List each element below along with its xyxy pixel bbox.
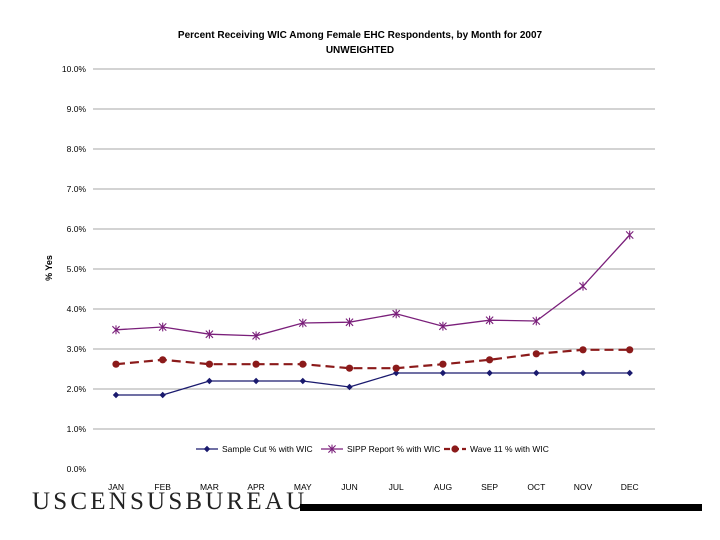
data-point [159, 391, 166, 399]
data-point [205, 329, 214, 339]
data-point [112, 325, 120, 335]
data-point [439, 360, 447, 368]
data-point [533, 369, 540, 377]
series-2 [112, 230, 634, 341]
legend-entry: SIPP Report % with WIC [321, 444, 440, 454]
y-tick-label: 5.0% [67, 264, 87, 274]
data-point [626, 369, 633, 377]
legend-entry: Wave 11 % with WIC [444, 444, 549, 454]
y-tick-label: 3.0% [67, 344, 87, 354]
data-point [579, 369, 587, 377]
x-tick-label: OCT [527, 482, 545, 492]
data-point [112, 391, 120, 399]
census-bureau-logo: USCENSUSBUREAU [32, 488, 308, 515]
data-point [345, 317, 354, 327]
data-point [298, 318, 307, 328]
legend-label: Sample Cut % with WIC [222, 444, 313, 454]
data-point [532, 350, 540, 358]
series-line [116, 372, 630, 396]
data-point [158, 322, 167, 332]
data-point [486, 369, 493, 377]
x-tick-label: DEC [621, 482, 639, 492]
y-tick-label: 7.0% [67, 184, 87, 194]
y-tick-label: 0.0% [67, 464, 87, 474]
x-tick-label: JUN [341, 482, 358, 492]
series-group [112, 230, 634, 399]
y-tick-label: 8.0% [67, 144, 87, 154]
data-point [252, 360, 260, 368]
data-point [112, 360, 120, 368]
chart-title: Percent Receiving WIC Among Female EHC R… [178, 30, 543, 41]
data-point [299, 360, 307, 368]
y-tick-label: 9.0% [67, 104, 87, 114]
data-point [299, 377, 306, 385]
x-tick-label: JAN [108, 482, 124, 492]
data-point [451, 445, 459, 453]
x-tick-label: SEP [481, 482, 498, 492]
data-point [159, 356, 167, 364]
y-tick-label: 6.0% [67, 224, 87, 234]
x-tick-label: JUL [389, 482, 404, 492]
y-axis-label: % Yes [44, 255, 54, 281]
data-point [328, 444, 336, 454]
data-point [485, 315, 494, 325]
y-tick-label: 1.0% [67, 424, 87, 434]
data-point [486, 356, 494, 364]
series-3 [112, 346, 634, 372]
x-tick-label: MAY [294, 482, 312, 492]
data-point [392, 364, 400, 372]
x-tick-labels: JAN FEB MAR APR MAY JUN JUL AUG SEP OCT NOV DEC [108, 482, 639, 492]
chart-subtitle: UNWEIGHTED [326, 45, 394, 56]
data-point [392, 309, 401, 319]
logo-rule [300, 504, 702, 511]
grid [93, 68, 655, 430]
y-tick-labels: 0.0% 1.0% 2.0% 3.0% 4.0% 5.0% 6.0% 7.0% 8.0% 9.0%… [62, 64, 87, 474]
data-point [579, 281, 587, 291]
data-point [625, 230, 634, 240]
data-point [439, 369, 447, 377]
x-tick-label: NOV [574, 482, 593, 492]
data-point [626, 346, 634, 354]
data-point [252, 331, 261, 341]
data-point [532, 316, 541, 326]
y-tick-label: 10.0% [62, 64, 87, 74]
x-tick-label: MAR [200, 482, 219, 492]
data-point [252, 377, 260, 385]
data-point [203, 445, 211, 453]
data-point [205, 360, 213, 368]
x-tick-label: FEB [154, 482, 171, 492]
data-point [579, 346, 587, 354]
x-tick-label: AUG [434, 482, 452, 492]
series-line [115, 234, 631, 337]
legend: Sample Cut % with WIC SIPP Report % with … [196, 444, 549, 454]
data-point [206, 377, 213, 385]
y-tick-label: 4.0% [67, 304, 87, 314]
legend-entry: Sample Cut % with WIC [196, 444, 313, 454]
data-point [346, 383, 353, 391]
legend-label: SIPP Report % with WIC [347, 444, 440, 454]
legend-label: Wave 11 % with WIC [470, 444, 549, 454]
data-point [438, 321, 447, 331]
series-line [115, 348, 630, 370]
x-tick-label: APR [247, 482, 264, 492]
series-1 [112, 369, 633, 399]
y-tick-label: 2.0% [67, 384, 87, 394]
data-point [345, 364, 354, 372]
